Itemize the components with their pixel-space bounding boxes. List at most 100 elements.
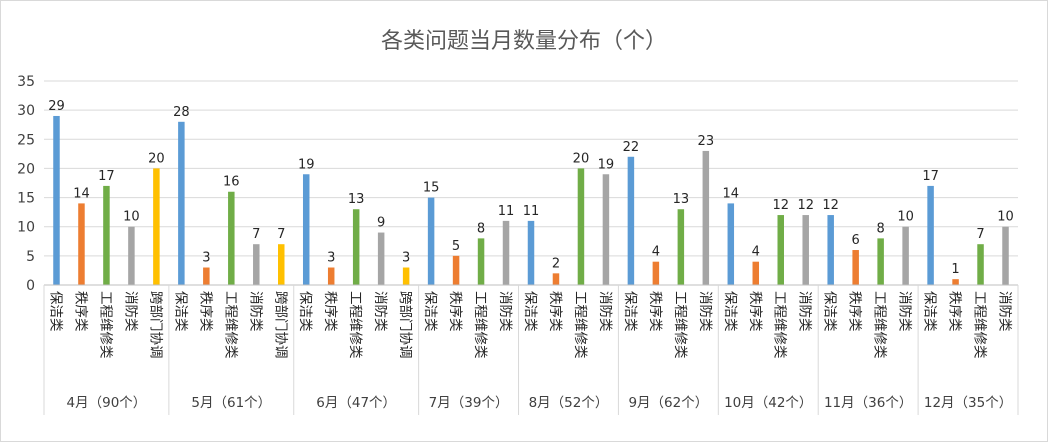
data-label: 29 [48,99,65,114]
bar [477,238,485,285]
category-label: 消防类 [697,291,713,332]
category-label: 秩序类 [847,291,863,332]
bar [577,168,585,285]
data-label: 3 [202,251,210,266]
data-label: 12 [822,198,839,213]
category-label: 消防类 [597,291,613,332]
category-label: 消防类 [897,291,913,332]
y-tick-label: 15 [17,191,35,207]
data-label: 8 [477,221,485,236]
category-label: 工程维修类 [872,291,888,359]
group-label: 11月（36个） [824,395,912,411]
group-label: 6月（47个） [316,395,396,411]
bars [53,115,1009,285]
bar [427,197,435,285]
group-label: 12月（35个） [924,395,1012,411]
category-label: 秩序类 [72,291,88,332]
category-label: 工程维修类 [772,291,788,359]
category-label: 工程维修类 [347,291,363,359]
data-label: 6 [852,233,860,248]
bar [153,168,160,285]
category-label: 秩序类 [547,291,563,332]
data-label: 11 [523,204,540,219]
category-label: 保洁类 [47,291,63,332]
data-label: 19 [298,157,315,172]
data-label: 7 [976,227,984,242]
data-label: 14 [723,186,740,201]
category-label: 保洁类 [172,291,188,332]
grid-lines [44,80,1018,257]
category-label: 秩序类 [197,291,213,332]
data-label: 11 [498,204,515,219]
category-label: 保洁类 [422,291,438,332]
bar [852,250,859,285]
category-label: 工程维修类 [572,291,588,359]
data-label: 3 [402,251,410,266]
bar [203,267,210,285]
bar [777,215,784,285]
bar [302,174,310,285]
bar [78,203,85,285]
bar [327,267,335,285]
group-label: 7月（39个） [429,395,509,411]
category-label: 秩序类 [447,291,463,332]
data-label: 20 [148,151,165,166]
y-tick-label: 35 [17,74,35,90]
category-label: 秩序类 [747,291,763,332]
bar [952,279,959,285]
bar [877,238,884,285]
category-label: 消防类 [122,291,138,332]
data-label: 12 [772,198,789,213]
bar [178,121,185,285]
y-tick-label: 5 [26,249,35,265]
data-label: 7 [277,227,285,242]
bar [278,244,285,285]
group-label: 4月（90个） [67,395,147,411]
category-label: 跨部门协调 [397,291,413,359]
bar [927,185,934,285]
y-tick-label: 10 [17,220,35,236]
category-label: 保洁类 [822,291,838,332]
data-label: 5 [452,239,460,254]
category-label: 工程维修类 [972,291,988,359]
category-label: 保洁类 [522,291,538,332]
category-label: 消防类 [997,291,1013,332]
data-label: 10 [897,210,914,225]
data-label: 19 [598,157,615,172]
bar [527,220,535,285]
bar [827,215,834,285]
category-label: 秩序类 [947,291,963,332]
y-tick-label: 25 [17,132,35,148]
category-label: 保洁类 [722,291,738,332]
category-label: 秩序类 [647,291,663,332]
bar [103,185,110,285]
category-label: 跨部门协调 [272,291,288,359]
y-tick-label: 30 [17,103,35,119]
data-label: 10 [123,210,140,225]
bar [702,150,710,285]
bar [452,255,460,285]
data-label: 16 [223,175,240,190]
data-label: 17 [98,169,115,184]
bar [677,209,685,285]
group-label: 5月（61个） [191,395,271,411]
category-label: 工程维修类 [222,291,238,359]
category-label: 工程维修类 [472,291,488,359]
data-label: 7 [252,227,260,242]
group-label: 8月（52个） [529,395,609,411]
data-label: 28 [173,105,190,120]
data-label: 15 [423,181,440,196]
bar [352,209,360,285]
data-label: 1 [951,262,959,277]
category-label: 跨部门协调 [147,291,163,359]
bar [602,174,610,285]
data-label: 8 [877,221,885,236]
bar [377,232,385,285]
data-label: 4 [752,245,760,260]
data-label: 14 [73,186,90,201]
chart-title: 各类问题当月数量分布（个） [381,29,667,54]
bar [253,244,260,285]
data-label: 12 [797,198,814,213]
data-label: 23 [698,134,715,149]
